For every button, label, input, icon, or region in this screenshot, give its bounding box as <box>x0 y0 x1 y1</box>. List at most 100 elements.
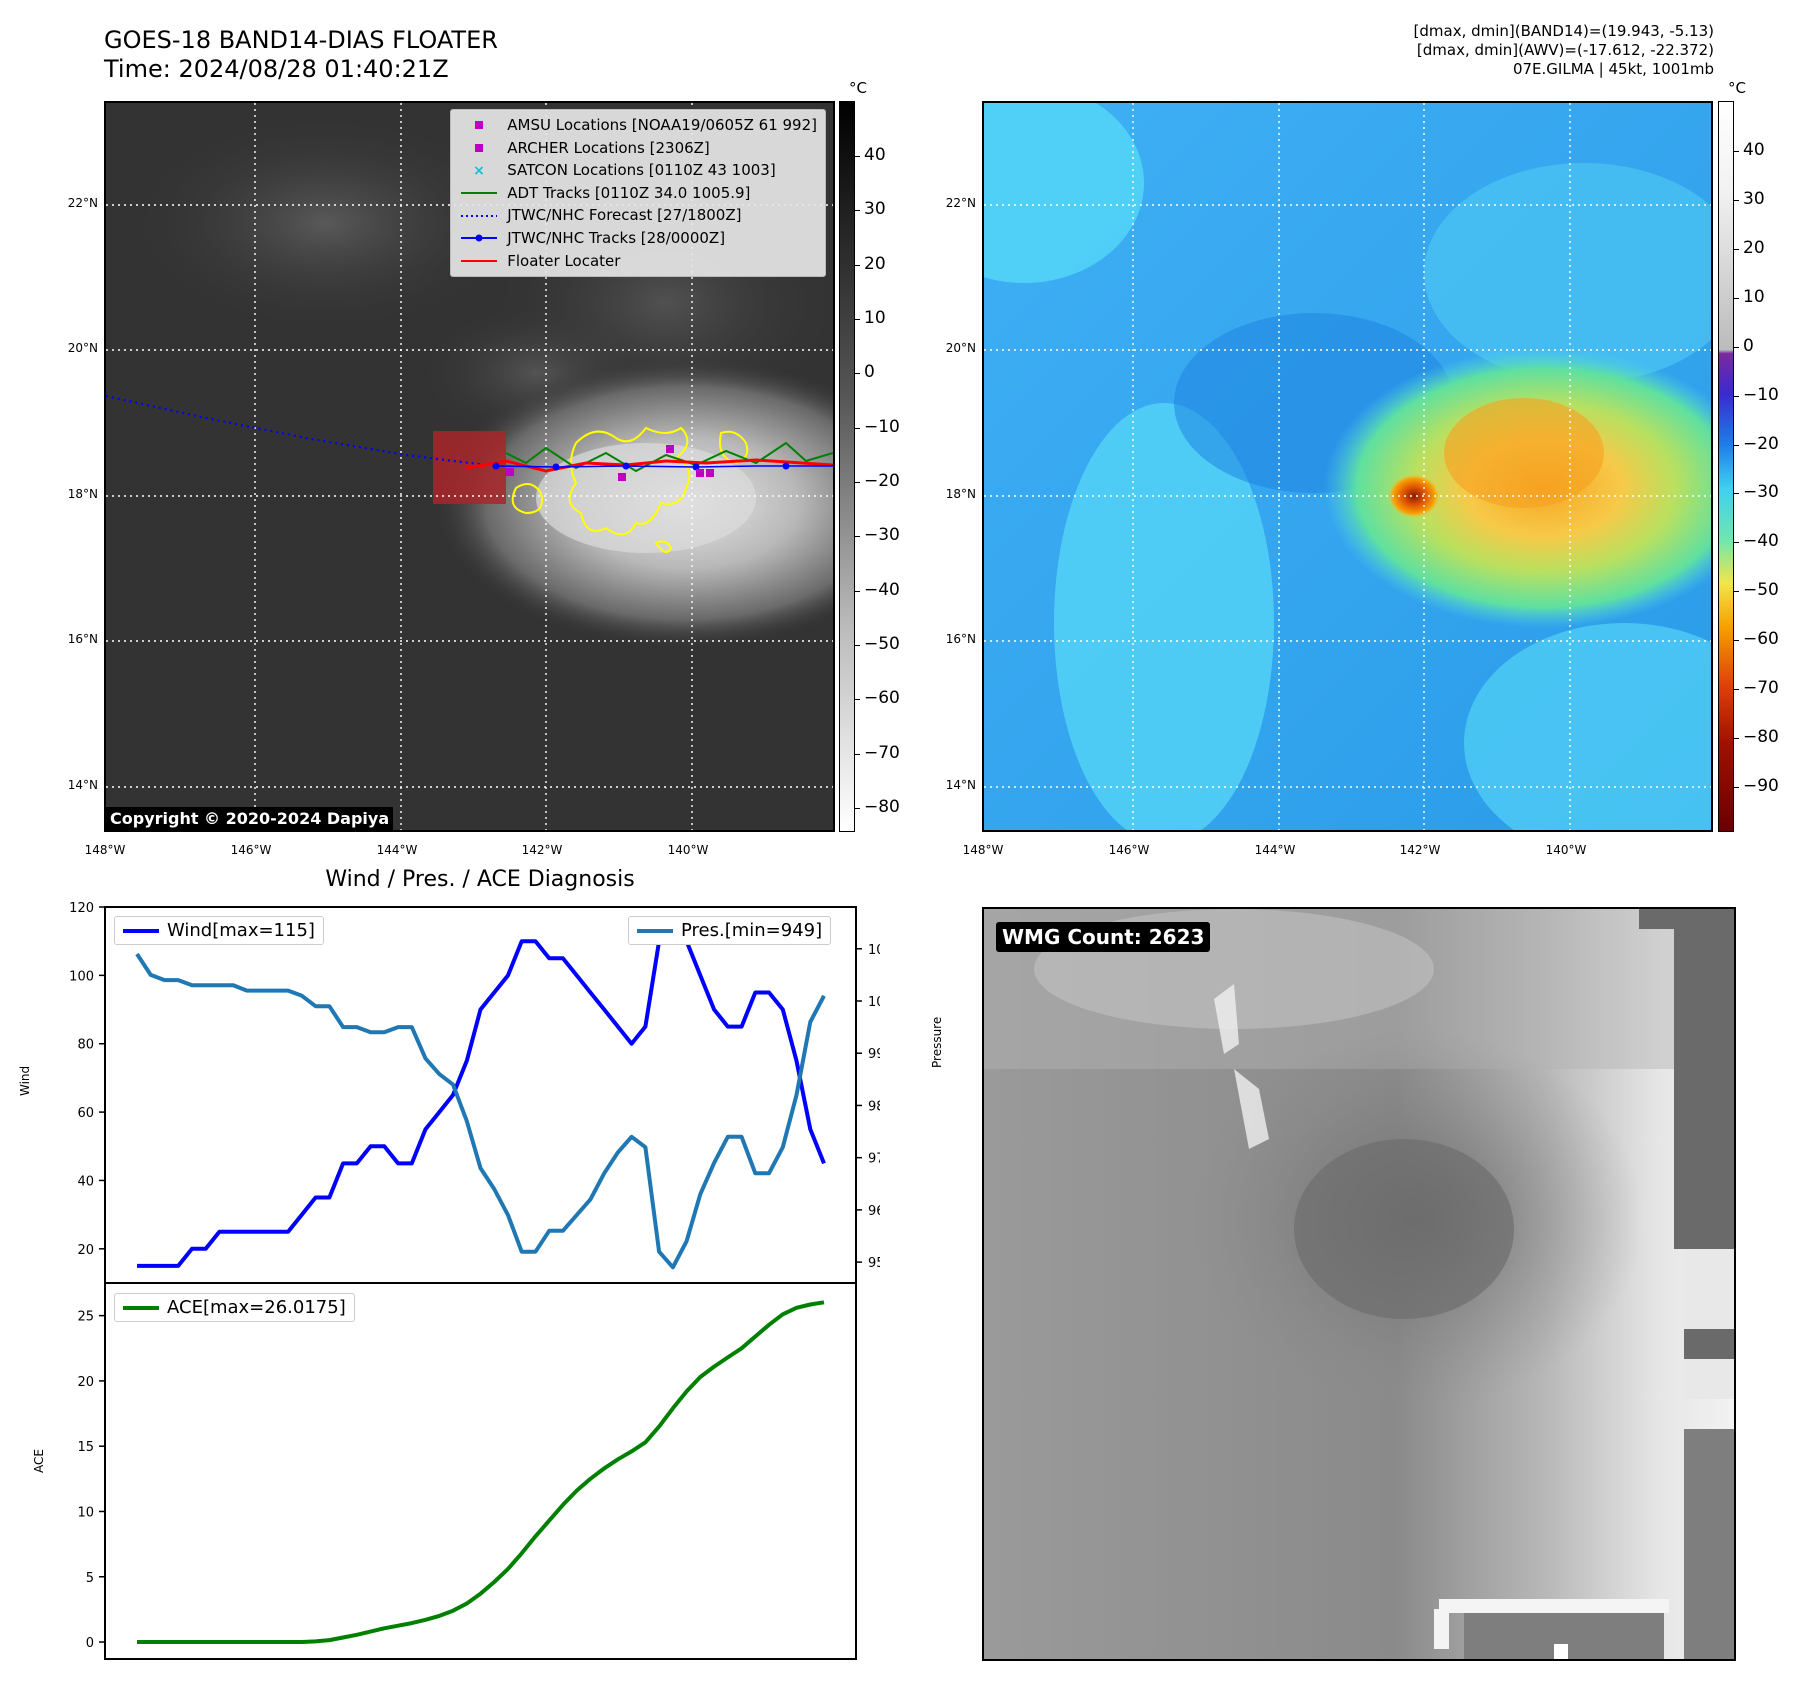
colorbar-tick-mark <box>855 645 860 646</box>
ir-colorbar <box>839 101 855 832</box>
copyright-label: Copyright © 2020-2024 Dapiya <box>106 807 394 830</box>
latitude-label: 14°N <box>945 778 976 792</box>
colorbar-tick-mark <box>855 210 860 212</box>
colorbar-tick-label: −20 <box>864 471 900 491</box>
colorbar-tick-mark <box>1734 444 1739 446</box>
legend-label: ADT Tracks [0110Z 34.0 1005.9] <box>507 183 751 202</box>
legend-label: ARCHER Locations [2306Z] <box>507 138 710 157</box>
colorbar-tick-mark <box>1734 248 1739 250</box>
colorbar-tick-mark <box>1734 346 1739 348</box>
colorbar-tick-label: −70 <box>1743 678 1779 699</box>
fix-markers <box>506 445 714 481</box>
longitude-label: 140°W <box>667 843 709 857</box>
wv-map-image <box>984 103 1711 830</box>
colorbar-tick-label: −70 <box>864 742 900 763</box>
latitude-label: 22°N <box>945 196 976 210</box>
product-time: Time: 2024/08/28 01:40:21Z <box>104 55 449 83</box>
colorbar-tick-label: −60 <box>864 688 900 709</box>
svg-text:×: × <box>473 163 485 178</box>
legend-symbol: × <box>459 162 499 179</box>
colorbar-tick-mark <box>855 264 860 266</box>
colorbar-tick-mark <box>1734 738 1739 740</box>
axis-tick-label: 40 <box>77 1174 94 1189</box>
axis-tick-label: 990 <box>868 1047 880 1062</box>
legend-entry: JTWC/NHC Tracks [28/0000Z] <box>459 227 817 250</box>
info-storm: 07E.GILMA | 45kt, 1001mb <box>1512 60 1714 78</box>
colorbar-tick-mark <box>1734 493 1739 495</box>
wv-colorbar-unit: °C <box>1728 79 1746 97</box>
legend-symbol <box>459 140 499 156</box>
longitude-label: 146°W <box>1108 843 1150 857</box>
colorbar-tick-label: −90 <box>1743 776 1779 796</box>
colorbar-tick-label: −80 <box>1743 727 1779 748</box>
wind-series-line <box>137 922 826 1268</box>
ace-legend-line <box>123 1305 159 1310</box>
legend-symbol <box>459 208 499 224</box>
legend-label: Floater Locater <box>507 251 621 270</box>
forecast-track <box>106 394 487 467</box>
longitude-label: 140°W <box>1545 843 1587 857</box>
colorbar-tick-label: −10 <box>864 416 900 437</box>
axis-tick-label: 970 <box>868 1152 880 1167</box>
colorbar-tick-label: 10 <box>1743 286 1765 307</box>
colorbar-tick-label: −50 <box>1743 580 1779 601</box>
wind-legend-line <box>123 928 159 933</box>
legend-symbol <box>459 185 499 201</box>
wv-map <box>982 101 1713 832</box>
axis-tick-label: 950 <box>868 1256 880 1271</box>
ace-legend-label: ACE[max=26.0175] <box>167 1297 346 1318</box>
colorbar-tick-mark <box>855 699 860 701</box>
axis-tick-label: 15 <box>77 1440 94 1455</box>
axis-tick-label: 980 <box>868 1099 880 1114</box>
colorbar-tick-mark <box>1734 151 1739 152</box>
colorbar-tick-label: 30 <box>864 199 886 220</box>
colorbar-tick-label: −60 <box>1743 629 1779 650</box>
pressure-legend: Pres.[min=949] <box>628 916 832 945</box>
ace-axes <box>104 1282 857 1660</box>
legend-entry: Floater Locater <box>459 250 817 273</box>
colorbar-tick-mark <box>1734 542 1739 544</box>
longitude-label: 144°W <box>376 843 418 857</box>
pressure-legend-line <box>637 928 673 933</box>
ace-series-line <box>137 1300 825 1644</box>
ir-colorbar-unit: °C <box>849 79 867 97</box>
legend-entry: AMSU Locations [NOAA19/0605Z 61 992] <box>459 114 817 137</box>
best-track-points <box>492 462 790 471</box>
legend-entry: ARCHER Locations [2306Z] <box>459 137 817 160</box>
info-band14-range: [dmax, dmin](BAND14)=(19.943, -5.13) <box>1413 22 1714 40</box>
axis-tick-label: 20 <box>77 1375 94 1390</box>
ace-legend: ACE[max=26.0175] <box>114 1293 355 1322</box>
colorbar-tick-label: −30 <box>864 525 900 546</box>
adt-track <box>505 441 833 473</box>
colorbar-tick-mark <box>855 482 860 483</box>
axis-tick-label: 10 <box>77 1505 94 1520</box>
legend-entry: JTWC/NHC Forecast [27/1800Z] <box>459 204 817 227</box>
longitude-label: 142°W <box>1399 843 1441 857</box>
latitude-label: 20°N <box>67 341 98 355</box>
axis-tick-label: 20 <box>77 1243 94 1258</box>
axis-tick-label: 0 <box>86 1636 94 1651</box>
colorbar-tick-mark <box>855 373 860 375</box>
wind-legend: Wind[max=115] <box>114 916 324 945</box>
colorbar-tick-label: 40 <box>1743 140 1765 160</box>
colorbar-tick-mark <box>1734 591 1739 593</box>
colorbar-tick-mark <box>855 319 860 320</box>
colorbar-tick-mark <box>1734 297 1739 299</box>
colorbar-tick-label: −10 <box>1743 384 1779 405</box>
colorbar-tick-mark <box>855 536 860 538</box>
wind-pres-axes <box>104 906 857 1284</box>
colorbar-tick-label: 20 <box>1743 237 1765 258</box>
legend-label: JTWC/NHC Tracks [28/0000Z] <box>507 228 726 247</box>
legend-symbol <box>459 230 499 246</box>
wv-colorbar <box>1718 101 1734 832</box>
axis-tick-label: 1000 <box>868 995 880 1010</box>
legend-label: JTWC/NHC Forecast [27/1800Z] <box>507 206 742 225</box>
latitude-label: 20°N <box>945 341 976 355</box>
longitude-label: 144°W <box>1254 843 1296 857</box>
colorbar-tick-mark <box>1734 689 1739 691</box>
wmg-count-label: WMG Count: 2623 <box>996 922 1211 952</box>
best-track <box>495 465 833 468</box>
diagnosis-chart: 20 40 60 80 100 120 950 960 970 980 990 1000 1010 0 5 1… <box>69 901 880 1660</box>
longitude-label: 148°W <box>84 843 126 857</box>
colorbar-tick-mark <box>1734 199 1739 201</box>
